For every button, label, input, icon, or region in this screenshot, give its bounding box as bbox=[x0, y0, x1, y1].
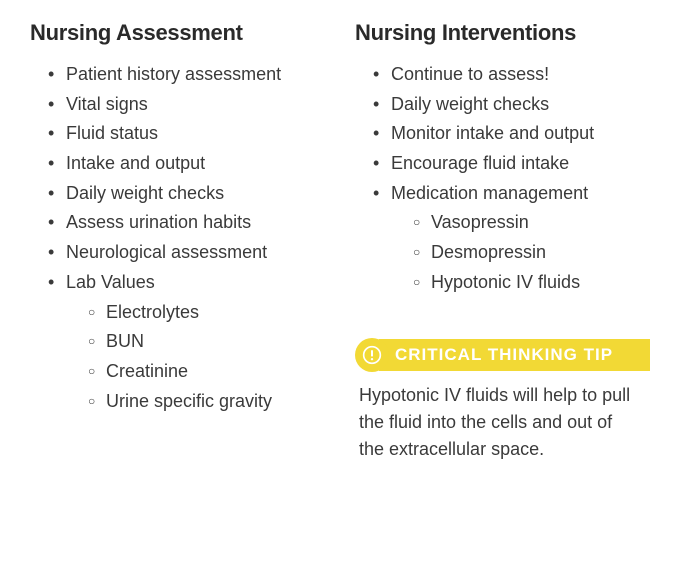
exclamation-icon bbox=[355, 338, 389, 372]
interventions-list: Continue to assess! Daily weight checks … bbox=[355, 60, 650, 298]
tip-body-text: Hypotonic IV fluids will help to pull th… bbox=[355, 382, 635, 463]
content-columns: Nursing Assessment Patient history asses… bbox=[30, 20, 650, 463]
sub-list-item: Urine specific gravity bbox=[88, 387, 325, 417]
assessment-column: Nursing Assessment Patient history asses… bbox=[30, 20, 325, 463]
medication-sublist: Vasopressin Desmopressin Hypotonic IV fl… bbox=[391, 208, 650, 297]
list-item: Neurological assessment bbox=[48, 238, 325, 268]
list-item-label: Medication management bbox=[391, 183, 588, 203]
tip-header: CRITICAL THINKING TIP bbox=[355, 338, 650, 372]
list-item: Medication management Vasopressin Desmop… bbox=[373, 179, 650, 298]
interventions-title: Nursing Interventions bbox=[355, 20, 650, 46]
tip-header-text: CRITICAL THINKING TIP bbox=[379, 339, 650, 371]
list-item: Continue to assess! bbox=[373, 60, 650, 90]
list-item: Intake and output bbox=[48, 149, 325, 179]
sub-list-item: Desmopressin bbox=[413, 238, 650, 268]
list-item: Vital signs bbox=[48, 90, 325, 120]
list-item: Fluid status bbox=[48, 119, 325, 149]
list-item: Daily weight checks bbox=[48, 179, 325, 209]
list-item: Daily weight checks bbox=[373, 90, 650, 120]
assessment-list: Patient history assessment Vital signs F… bbox=[30, 60, 325, 416]
list-item: Encourage fluid intake bbox=[373, 149, 650, 179]
assessment-title: Nursing Assessment bbox=[30, 20, 325, 46]
critical-thinking-tip: CRITICAL THINKING TIP Hypotonic IV fluid… bbox=[355, 338, 650, 463]
list-item: Monitor intake and output bbox=[373, 119, 650, 149]
list-item: Patient history assessment bbox=[48, 60, 325, 90]
lab-values-sublist: Electrolytes BUN Creatinine Urine specif… bbox=[66, 298, 325, 417]
sub-list-item: Hypotonic IV fluids bbox=[413, 268, 650, 298]
sub-list-item: Vasopressin bbox=[413, 208, 650, 238]
list-item: Lab Values Electrolytes BUN Creatinine U… bbox=[48, 268, 325, 416]
interventions-column: Nursing Interventions Continue to assess… bbox=[355, 20, 650, 463]
sub-list-item: BUN bbox=[88, 327, 325, 357]
list-item: Assess urination habits bbox=[48, 208, 325, 238]
list-item-label: Lab Values bbox=[66, 272, 155, 292]
sub-list-item: Electrolytes bbox=[88, 298, 325, 328]
sub-list-item: Creatinine bbox=[88, 357, 325, 387]
